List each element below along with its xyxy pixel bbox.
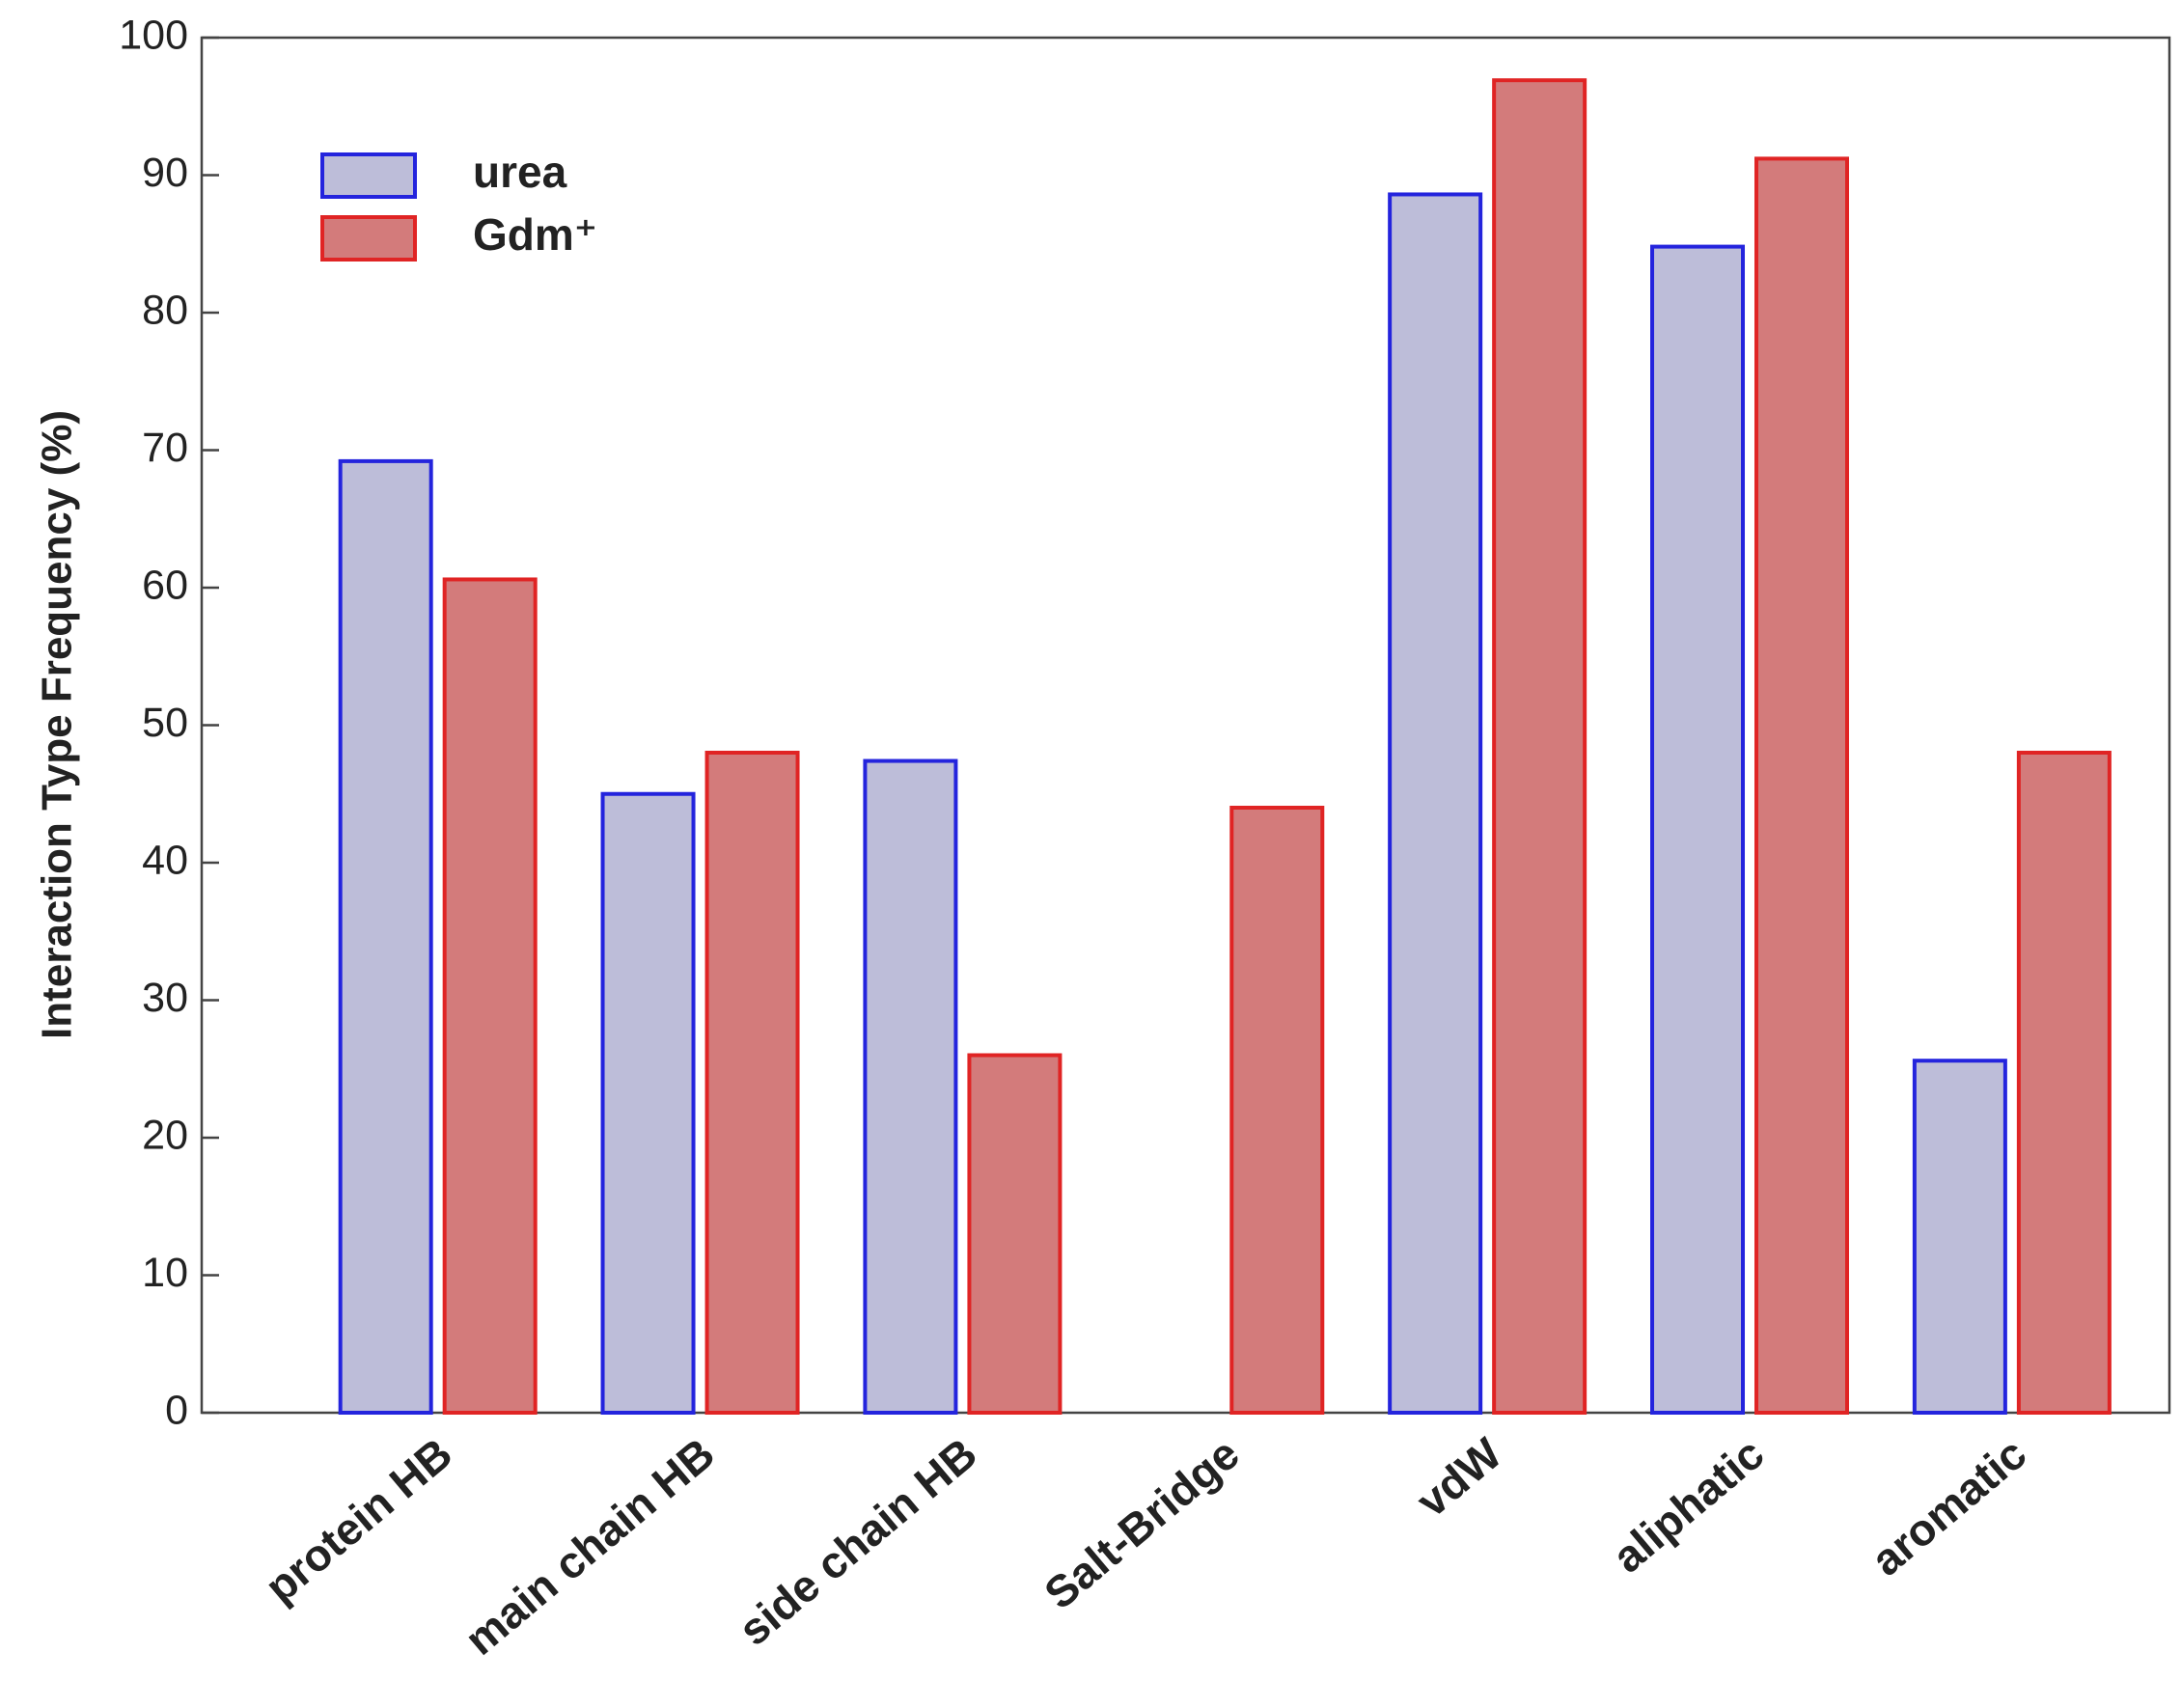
bar — [1912, 1059, 2007, 1415]
y-tick-label: 40 — [142, 837, 188, 883]
y-tick-label: 10 — [142, 1250, 188, 1296]
x-tick-label: aromatic — [1862, 1428, 2035, 1585]
bar — [442, 577, 538, 1415]
legend-swatch — [320, 152, 417, 199]
y-tick-label: 60 — [142, 562, 188, 608]
x-tick-label: main chain HB — [456, 1428, 724, 1665]
x-tick-label: protein HB — [256, 1428, 462, 1612]
bar — [338, 458, 433, 1415]
y-tick-label: 20 — [142, 1112, 188, 1158]
y-tick-label: 100 — [119, 12, 188, 58]
bar — [704, 751, 800, 1415]
legend-swatch — [320, 215, 417, 262]
x-tick-label: Salt-Bridge — [1035, 1428, 1248, 1619]
y-tick-label: 90 — [142, 150, 188, 196]
y-tick-label: 0 — [165, 1387, 188, 1433]
y-axis-label: Interaction Type Frequency (%) — [34, 410, 81, 1039]
legend-label: Gdm⁺ — [473, 209, 597, 260]
bar — [1754, 156, 1850, 1415]
x-tick-label: aliphatic — [1603, 1428, 1773, 1583]
bar — [1650, 244, 1746, 1416]
bar — [1388, 192, 1483, 1416]
y-tick-label: 80 — [142, 287, 188, 333]
y-tick-label: 50 — [142, 700, 188, 746]
bar — [967, 1053, 1063, 1415]
bar — [863, 758, 958, 1415]
legend-label: urea — [473, 147, 567, 197]
bar — [2016, 751, 2112, 1415]
x-tick-label: side chain HB — [729, 1428, 985, 1655]
bar — [600, 791, 696, 1415]
y-tick-label: 30 — [142, 975, 188, 1021]
bar — [1229, 806, 1325, 1415]
bar — [1492, 78, 1587, 1415]
x-tick-label: vdW — [1407, 1427, 1511, 1527]
y-tick-label: 70 — [142, 425, 188, 471]
